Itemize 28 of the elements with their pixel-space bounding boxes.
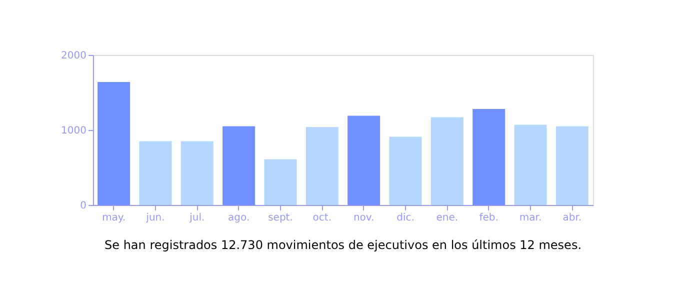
text: Se han registrados 12.730 movimientos de ejecutivos en los últimos 12 meses. xyxy=(104,238,582,252)
bar xyxy=(139,141,172,205)
bar xyxy=(556,126,588,205)
x-tick-label: ago. xyxy=(228,212,250,224)
x-tick-label: sept. xyxy=(268,212,293,224)
bar xyxy=(389,136,422,205)
x-tick-label: jul. xyxy=(188,212,205,224)
bar xyxy=(264,159,297,205)
x-tick-label: may. xyxy=(102,212,126,224)
bar xyxy=(98,82,130,205)
x-tick-label: jun. xyxy=(145,212,165,224)
x-tick-label: nov. xyxy=(353,212,374,224)
bar xyxy=(514,124,547,205)
y-tick-label: 0 xyxy=(80,200,86,212)
x-tick-label: feb. xyxy=(479,212,498,224)
bar xyxy=(472,109,506,205)
y-tick-label: 1000 xyxy=(61,126,86,136)
bar xyxy=(306,127,338,205)
bar xyxy=(348,116,380,205)
bar xyxy=(222,126,256,205)
bar xyxy=(430,117,464,205)
bar xyxy=(180,141,214,205)
x-tick-label: ene. xyxy=(436,212,458,224)
x-tick-label: oct. xyxy=(312,212,332,224)
x-tick-label: mar. xyxy=(519,212,542,224)
x-tick-label: dic. xyxy=(396,212,414,224)
x-tick-label: abr. xyxy=(562,212,582,224)
y-tick-label: 2000 xyxy=(61,50,86,62)
